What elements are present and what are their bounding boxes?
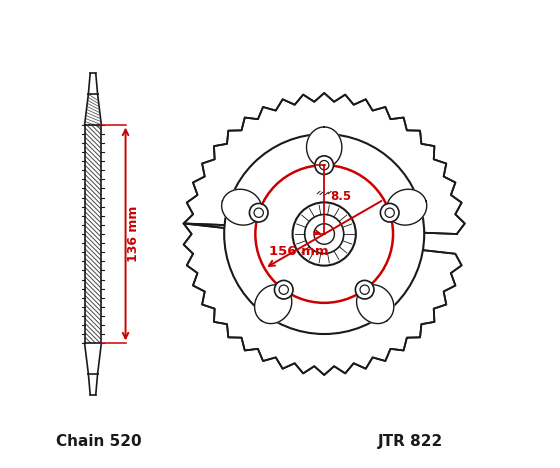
- Circle shape: [320, 161, 329, 170]
- Circle shape: [385, 208, 394, 217]
- Polygon shape: [387, 189, 427, 225]
- Circle shape: [192, 102, 457, 366]
- Circle shape: [279, 285, 288, 294]
- Circle shape: [360, 285, 369, 294]
- Circle shape: [315, 156, 334, 175]
- Polygon shape: [357, 285, 394, 323]
- Circle shape: [249, 204, 268, 222]
- Polygon shape: [222, 189, 262, 225]
- Text: JTR 822: JTR 822: [377, 433, 443, 448]
- Circle shape: [254, 208, 263, 217]
- Circle shape: [314, 224, 334, 244]
- Text: Chain 520: Chain 520: [56, 433, 141, 448]
- Circle shape: [305, 214, 344, 254]
- Polygon shape: [255, 285, 292, 323]
- Polygon shape: [85, 95, 101, 124]
- Polygon shape: [88, 73, 97, 95]
- Text: 8.5: 8.5: [330, 190, 351, 203]
- Circle shape: [224, 134, 424, 334]
- Circle shape: [292, 202, 356, 266]
- Text: 156 mm: 156 mm: [269, 245, 328, 258]
- Polygon shape: [85, 124, 101, 344]
- Circle shape: [380, 204, 399, 222]
- Circle shape: [356, 280, 374, 299]
- Polygon shape: [85, 344, 101, 373]
- Polygon shape: [88, 373, 97, 395]
- Text: 136 mm: 136 mm: [128, 206, 141, 262]
- Polygon shape: [306, 127, 342, 168]
- Circle shape: [274, 280, 293, 299]
